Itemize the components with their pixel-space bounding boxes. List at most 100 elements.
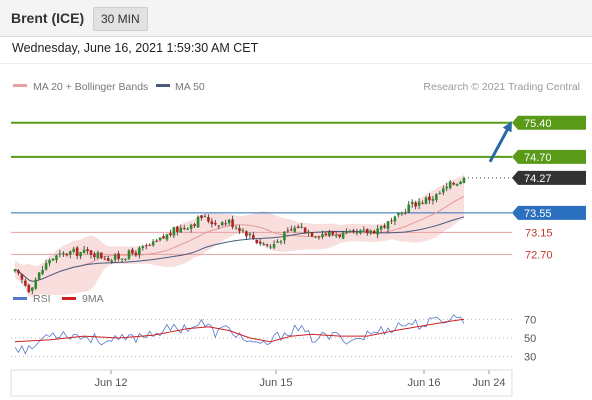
candle-body-40 — [151, 241, 155, 246]
candle-37 — [141, 244, 145, 251]
candle-body-117 — [417, 201, 421, 206]
candle-45 — [169, 229, 172, 237]
candle-51 — [189, 223, 193, 233]
level-tag-4: 73.15 — [525, 227, 553, 239]
candle-25 — [100, 252, 103, 260]
candle-body-36 — [138, 247, 141, 255]
candle-body-100 — [359, 230, 362, 234]
candle-28 — [110, 258, 114, 264]
candle-106 — [379, 225, 383, 233]
candle-11 — [51, 258, 55, 262]
candle-body-112 — [400, 212, 404, 215]
candle-body-39 — [148, 244, 151, 246]
candle-85 — [307, 229, 310, 237]
candle-57 — [210, 218, 214, 228]
candle-74 — [269, 244, 272, 249]
candle-body-72 — [262, 243, 265, 246]
candle-60 — [220, 221, 224, 227]
candle-body-53 — [196, 216, 200, 228]
candle-body-0 — [13, 269, 17, 272]
candle-118 — [421, 200, 424, 205]
chart-header: Brent (ICE) 30 MIN — [0, 0, 592, 37]
legend-swatch-9ma — [62, 297, 76, 300]
candle-112 — [400, 211, 404, 216]
candle-body-82 — [296, 226, 300, 229]
candle-body-12 — [55, 255, 58, 261]
candle-109 — [390, 217, 393, 225]
candle-8 — [41, 265, 44, 276]
candle-30 — [117, 250, 120, 262]
candle-body-125 — [445, 186, 449, 189]
candle-92 — [331, 230, 335, 237]
candle-body-17 — [72, 248, 76, 252]
candle-body-30 — [117, 253, 120, 259]
candle-body-62 — [227, 219, 231, 224]
candle-body-22 — [89, 250, 93, 255]
candle-body-121 — [431, 198, 435, 201]
level-tag-0: 75.40 — [512, 115, 586, 130]
candle-65 — [238, 224, 241, 234]
target-arrow — [488, 121, 512, 163]
candle-body-49 — [182, 228, 186, 230]
level-tag-bg-3 — [512, 205, 586, 220]
candle-body-114 — [407, 204, 411, 213]
header-divider — [0, 63, 592, 64]
candle-body-128 — [455, 183, 459, 186]
candle-body-120 — [428, 196, 431, 201]
candle-97 — [348, 229, 352, 234]
candle-body-70 — [255, 239, 259, 244]
candle-body-124 — [441, 188, 445, 193]
candle-22 — [89, 249, 93, 259]
candle-body-106 — [379, 226, 383, 230]
candle-14 — [62, 251, 65, 257]
candle-body-33 — [127, 250, 131, 259]
copyright-text: Research © 2021 Trading Central — [423, 81, 580, 93]
candle-body-41 — [155, 240, 158, 242]
candle-body-71 — [258, 241, 262, 244]
interval-button[interactable]: 30 MIN — [93, 7, 148, 31]
bollinger-band — [15, 174, 464, 298]
candle-body-59 — [217, 225, 221, 227]
candle-body-129 — [459, 181, 462, 185]
candle-body-116 — [414, 202, 417, 207]
candle-108 — [386, 220, 390, 233]
candle-52 — [193, 222, 196, 228]
candle-body-60 — [220, 222, 224, 226]
candle-body-105 — [376, 228, 379, 235]
candle-96 — [345, 228, 348, 235]
candle-body-20 — [82, 249, 86, 253]
candle-66 — [241, 227, 245, 233]
candle-body-98 — [352, 230, 355, 232]
candle-113 — [403, 208, 407, 215]
legend-swatch-ma50 — [156, 84, 170, 87]
candle-body-61 — [224, 223, 227, 225]
level-tag-label-1: 74.70 — [524, 152, 552, 164]
candle-64 — [234, 225, 238, 230]
candle-78 — [283, 231, 286, 245]
candle-body-28 — [110, 260, 114, 263]
candle-3 — [24, 278, 27, 287]
candle-body-73 — [265, 244, 269, 246]
candle-body-127 — [452, 182, 455, 185]
candle-56 — [207, 214, 210, 224]
candle-body-92 — [331, 230, 335, 235]
candle-81 — [293, 225, 297, 233]
candle-body-83 — [300, 226, 303, 228]
candle-body-66 — [241, 230, 245, 232]
candle-115 — [410, 199, 414, 208]
candle-body-15 — [65, 253, 69, 256]
candle-6 — [34, 277, 38, 290]
candle-body-3 — [24, 280, 27, 286]
candle-body-57 — [210, 221, 214, 225]
candle-29 — [113, 253, 117, 263]
candle-body-4 — [27, 284, 31, 293]
candle-body-104 — [372, 230, 376, 234]
candle-body-111 — [397, 212, 400, 216]
candle-73 — [265, 243, 269, 248]
candle-122 — [435, 193, 438, 203]
candle-15 — [65, 253, 69, 257]
candle-body-51 — [189, 224, 193, 229]
legend-swatch-rsi — [13, 297, 27, 300]
candle-body-16 — [68, 251, 72, 255]
